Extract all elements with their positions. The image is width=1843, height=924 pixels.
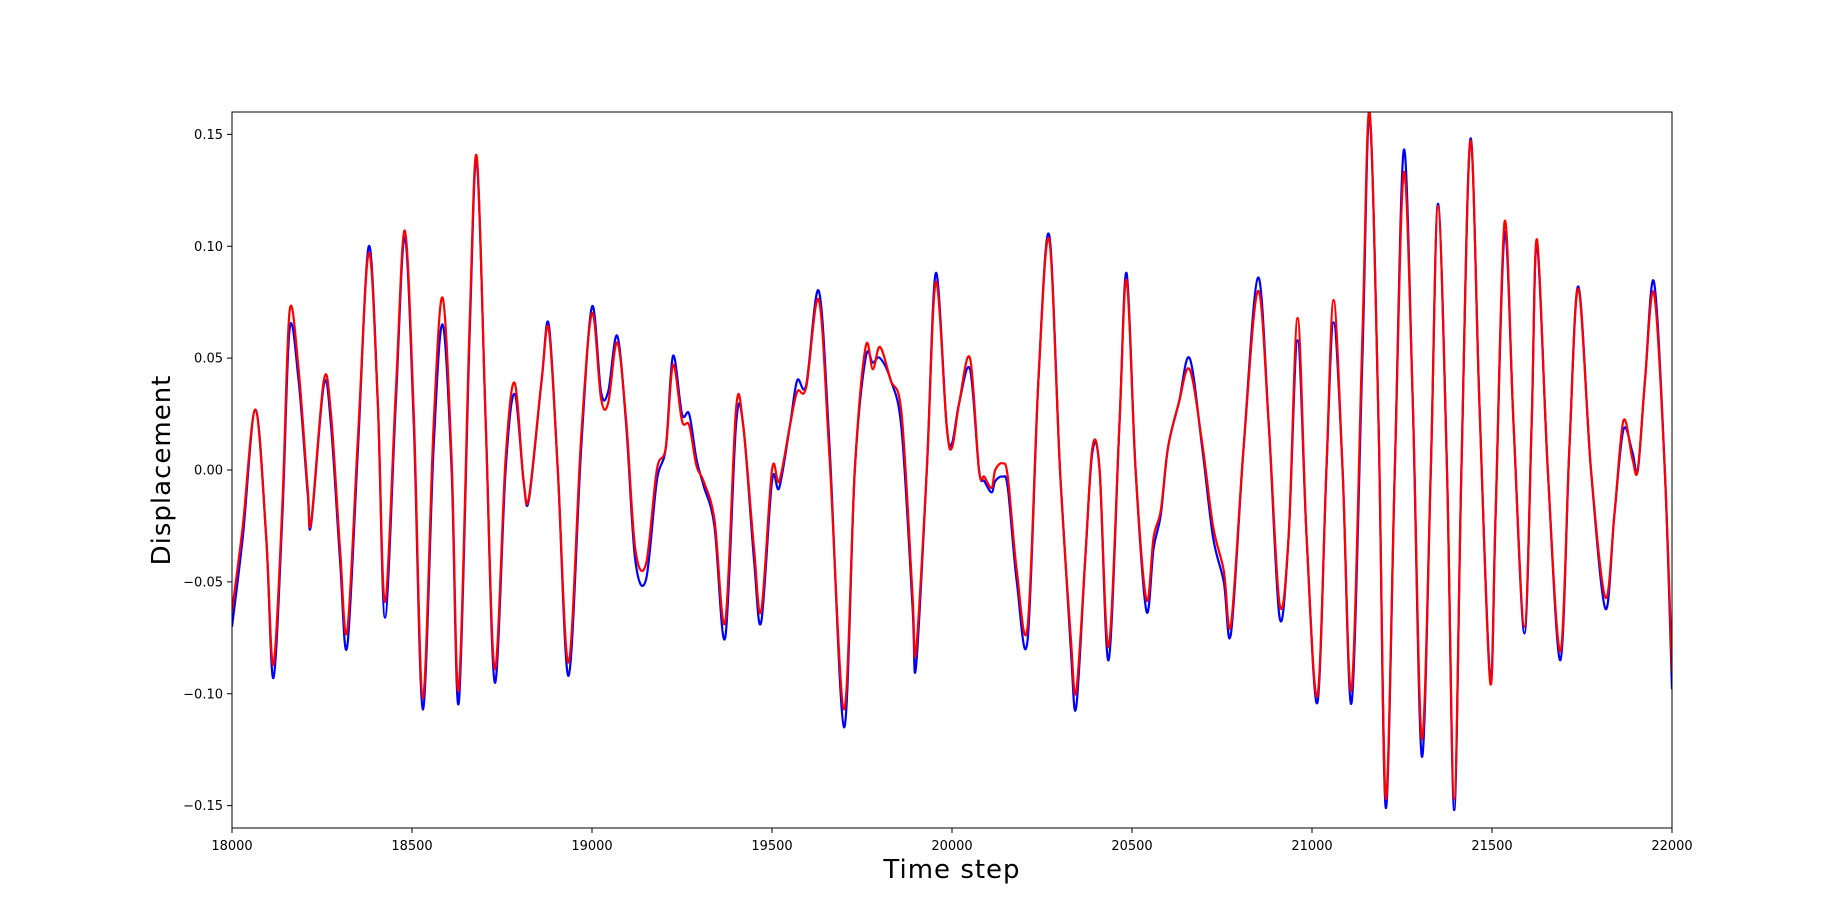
x-tick-label: 18000	[211, 839, 252, 854]
x-tick-label: 18500	[391, 839, 432, 854]
series-line-2	[232, 112, 1672, 801]
y-tick-label: 0.10	[194, 240, 223, 255]
x-tick-label: 21500	[1471, 839, 1512, 854]
y-axis: −0.15 −0.10 −0.05 0.00 0.05 0.10 0.15	[183, 128, 232, 814]
x-axis: 18000 18500 19000 19500 20000 20500 21000 21500…	[211, 828, 1693, 854]
x-tick-label: 20500	[1111, 839, 1152, 854]
x-tick-label: 19500	[751, 839, 792, 854]
series-layer	[232, 112, 1672, 812]
x-tick-label: 21000	[1291, 839, 1332, 854]
x-axis-label: Time step	[882, 855, 1020, 885]
y-tick-label: 0.05	[194, 352, 223, 367]
y-tick-label: −0.15	[183, 799, 223, 814]
y-tick-label: 0.00	[194, 464, 223, 479]
y-tick-label: −0.10	[183, 687, 223, 702]
x-tick-label: 19000	[571, 839, 612, 854]
y-tick-label: 0.15	[194, 128, 223, 143]
y-axis-label: Displacement	[147, 375, 177, 566]
x-tick-label: 22000	[1651, 839, 1692, 854]
x-tick-label: 20000	[931, 839, 972, 854]
y-tick-label: −0.05	[183, 575, 223, 590]
